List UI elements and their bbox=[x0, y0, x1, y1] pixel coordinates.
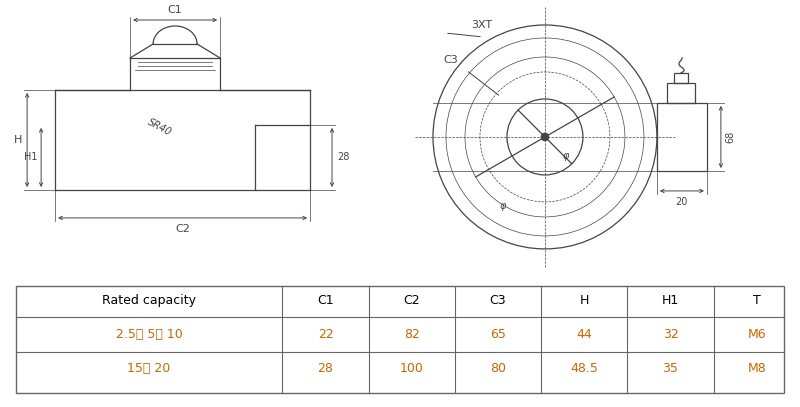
Text: H1: H1 bbox=[662, 294, 679, 307]
Text: T: T bbox=[753, 294, 761, 307]
Bar bbox=[657, 103, 707, 171]
Text: 100: 100 bbox=[400, 362, 424, 375]
Bar bbox=[674, 73, 688, 83]
Text: 44: 44 bbox=[576, 328, 592, 341]
Text: C3: C3 bbox=[490, 294, 506, 307]
Text: 68: 68 bbox=[725, 131, 735, 143]
Text: H: H bbox=[579, 294, 589, 307]
Text: 32: 32 bbox=[662, 328, 678, 341]
Text: φ: φ bbox=[500, 201, 506, 211]
Text: H: H bbox=[14, 135, 22, 145]
Text: 3XT: 3XT bbox=[471, 20, 492, 30]
Text: 28: 28 bbox=[337, 153, 350, 162]
Bar bbox=[667, 83, 695, 103]
Text: 2.5、 5、 10: 2.5、 5、 10 bbox=[116, 328, 182, 341]
Text: 28: 28 bbox=[318, 362, 334, 375]
Text: 15、 20: 15、 20 bbox=[127, 362, 170, 375]
Text: C1: C1 bbox=[168, 5, 182, 15]
Text: M8: M8 bbox=[747, 362, 766, 375]
Text: M6: M6 bbox=[747, 328, 766, 341]
Text: 35: 35 bbox=[662, 362, 678, 375]
Text: 80: 80 bbox=[490, 362, 506, 375]
Text: 65: 65 bbox=[490, 328, 506, 341]
Text: Rated capacity: Rated capacity bbox=[102, 294, 196, 307]
Text: 20: 20 bbox=[676, 197, 688, 207]
Text: 82: 82 bbox=[404, 328, 420, 341]
Text: C2: C2 bbox=[175, 224, 190, 234]
Text: 22: 22 bbox=[318, 328, 334, 341]
Text: C3: C3 bbox=[443, 55, 458, 65]
Text: SR40: SR40 bbox=[146, 116, 174, 137]
Circle shape bbox=[541, 133, 549, 141]
Text: C2: C2 bbox=[403, 294, 420, 307]
Text: H1: H1 bbox=[24, 153, 37, 162]
Text: C1: C1 bbox=[318, 294, 334, 307]
Text: φ: φ bbox=[563, 151, 570, 161]
Bar bbox=[16, 286, 784, 393]
Text: 48.5: 48.5 bbox=[570, 362, 598, 375]
